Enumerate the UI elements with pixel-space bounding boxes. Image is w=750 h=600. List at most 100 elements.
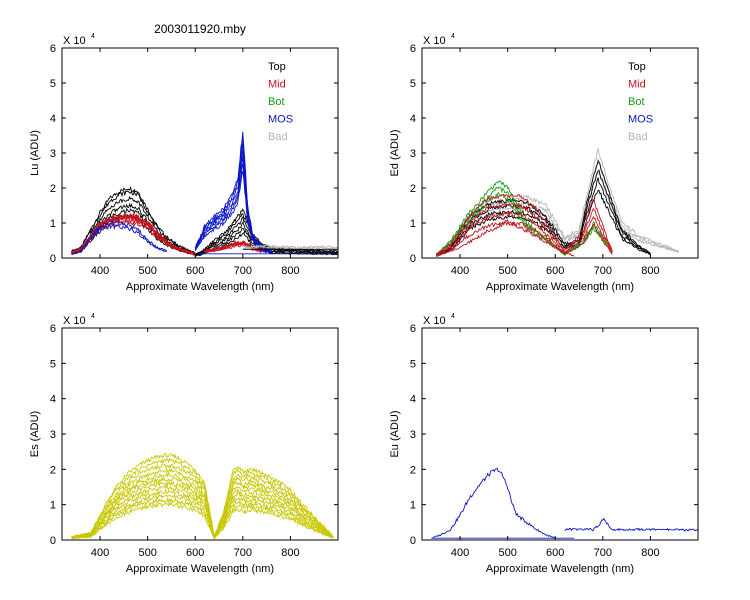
es-xtick-label: 800: [281, 547, 299, 559]
ed-legend-bot: Bot: [628, 96, 645, 108]
lu-legend-bad: Bad: [268, 131, 288, 143]
lu-series-bad-line: [242, 245, 339, 250]
ed-ylabel: Ed (ADU): [389, 129, 401, 176]
lu-series-mos-line: [71, 223, 167, 256]
lu-ytick-label: 6: [50, 43, 56, 55]
eu-ytick-label: 1: [410, 500, 416, 512]
es-ytick-label: 4: [50, 394, 56, 406]
eu-ytick-label: 3: [410, 429, 416, 441]
eu-ylabel: Eu (ADU): [389, 410, 401, 457]
eu-ytick-label: 5: [410, 358, 416, 370]
lu-ylabel: Lu (ADU): [29, 130, 41, 176]
eu-xtick-label: 700: [594, 547, 612, 559]
lu-ytick-label: 5: [50, 78, 56, 90]
ed-legend-top: Top: [628, 61, 646, 73]
ed-ytick-label: 5: [410, 78, 416, 90]
eu-ytick-label: 6: [410, 323, 416, 335]
es-series-es-line: [213, 473, 334, 538]
es-series-es-line: [71, 496, 215, 540]
lu-xlabel: Approximate Wavelength (nm): [126, 281, 274, 293]
ed-ytick-label: 2: [410, 183, 416, 195]
es-xtick-label: 600: [186, 547, 204, 559]
ed-xtick-label: 400: [451, 265, 469, 277]
lu-series-bad-line: [242, 244, 339, 250]
ed-series-mid-line: [435, 218, 575, 258]
eu-exponent-label: X 10: [423, 315, 446, 327]
es-series-es-line: [213, 495, 334, 539]
lu-series-mos-line: [194, 137, 272, 252]
eu-xlabel: Approximate Wavelength (nm): [486, 563, 634, 575]
lu-ytick-label: 2: [50, 183, 56, 195]
es-xtick-label: 400: [91, 547, 109, 559]
eu-series-eu-line: [431, 467, 556, 539]
ed-series-bot-line: [436, 180, 613, 256]
es-series-es-line: [214, 503, 334, 539]
es-ytick-label: 5: [50, 358, 56, 370]
es-ylabel: Es (ADU): [29, 411, 41, 457]
es-series-es-line: [213, 486, 334, 538]
ed-legend-bad: Bad: [628, 131, 648, 143]
lu-xtick-label: 400: [91, 265, 109, 277]
ed-ytick-label: 3: [410, 148, 416, 160]
es-ytick-label: 1: [50, 500, 56, 512]
eu-ytick-label: 2: [410, 464, 416, 476]
lu-series-mid-line: [204, 244, 262, 254]
lu-ytick-label: 3: [50, 148, 56, 160]
es-ytick-label: 6: [50, 323, 56, 335]
es-series-es-line: [71, 457, 215, 538]
es-xtick-label: 700: [234, 547, 252, 559]
ed-series-top-line: [436, 190, 651, 256]
ed-exponent-label: X 10: [423, 35, 446, 47]
ed-xlabel: Approximate Wavelength (nm): [486, 281, 634, 293]
lu-xtick-label: 500: [138, 265, 156, 277]
es-series-es-line: [213, 476, 334, 538]
es-exponent: 4: [91, 313, 95, 320]
lu-ytick-label: 4: [50, 113, 56, 125]
lu-xtick-label: 600: [186, 265, 204, 277]
ed-ytick-label: 0: [410, 253, 416, 265]
ed-xtick-label: 800: [641, 265, 659, 277]
ed-ytick-label: 6: [410, 43, 416, 55]
eu-series-eu-line: [564, 517, 699, 532]
eu-plot-frame: [421, 327, 699, 541]
lu-legend-top: Top: [268, 61, 286, 73]
lu-series-top-line: [71, 185, 196, 254]
es-series-es-line: [71, 466, 215, 538]
ed-ytick-label: 1: [410, 218, 416, 230]
lu-xtick-label: 800: [281, 265, 299, 277]
es-exponent-label: X 10: [63, 315, 86, 327]
es-ytick-label: 3: [50, 429, 56, 441]
eu-exponent: 4: [451, 313, 455, 320]
ed-legend-mos: MOS: [628, 114, 653, 126]
ed-series-mid-line: [436, 220, 613, 257]
lu-legend-mos: MOS: [268, 114, 293, 126]
lu-series-top-line: [194, 208, 339, 255]
ed-xtick-label: 500: [498, 265, 516, 277]
es-series-es-line: [71, 488, 215, 539]
eu-xtick-label: 800: [641, 547, 659, 559]
ed-xtick-label: 700: [594, 265, 612, 277]
figure-title: 2003011920.mby: [154, 22, 246, 36]
ed-legend-mid: Mid: [628, 79, 646, 91]
ed-series-top-line: [436, 177, 651, 256]
es-ytick-label: 0: [50, 535, 56, 547]
lu-ytick-label: 1: [50, 218, 56, 230]
lu-legend-bot: Bot: [268, 96, 285, 108]
es-series-es-line: [213, 506, 334, 540]
es-xlabel: Approximate Wavelength (nm): [126, 563, 274, 575]
eu-ytick-label: 0: [410, 535, 416, 547]
lu-ytick-label: 0: [50, 253, 56, 265]
es-series-es-line: [71, 476, 215, 539]
ed-exponent: 4: [451, 33, 455, 40]
lu-xtick-label: 700: [234, 265, 252, 277]
eu-xtick-label: 400: [451, 547, 469, 559]
es-series-es-line: [71, 471, 215, 538]
es-ytick-label: 2: [50, 464, 56, 476]
lu-exponent-label: X 10: [63, 35, 86, 47]
ed-xtick-label: 600: [546, 265, 564, 277]
ed-series-top-line: [436, 160, 651, 255]
lu-exponent: 4: [91, 33, 95, 40]
